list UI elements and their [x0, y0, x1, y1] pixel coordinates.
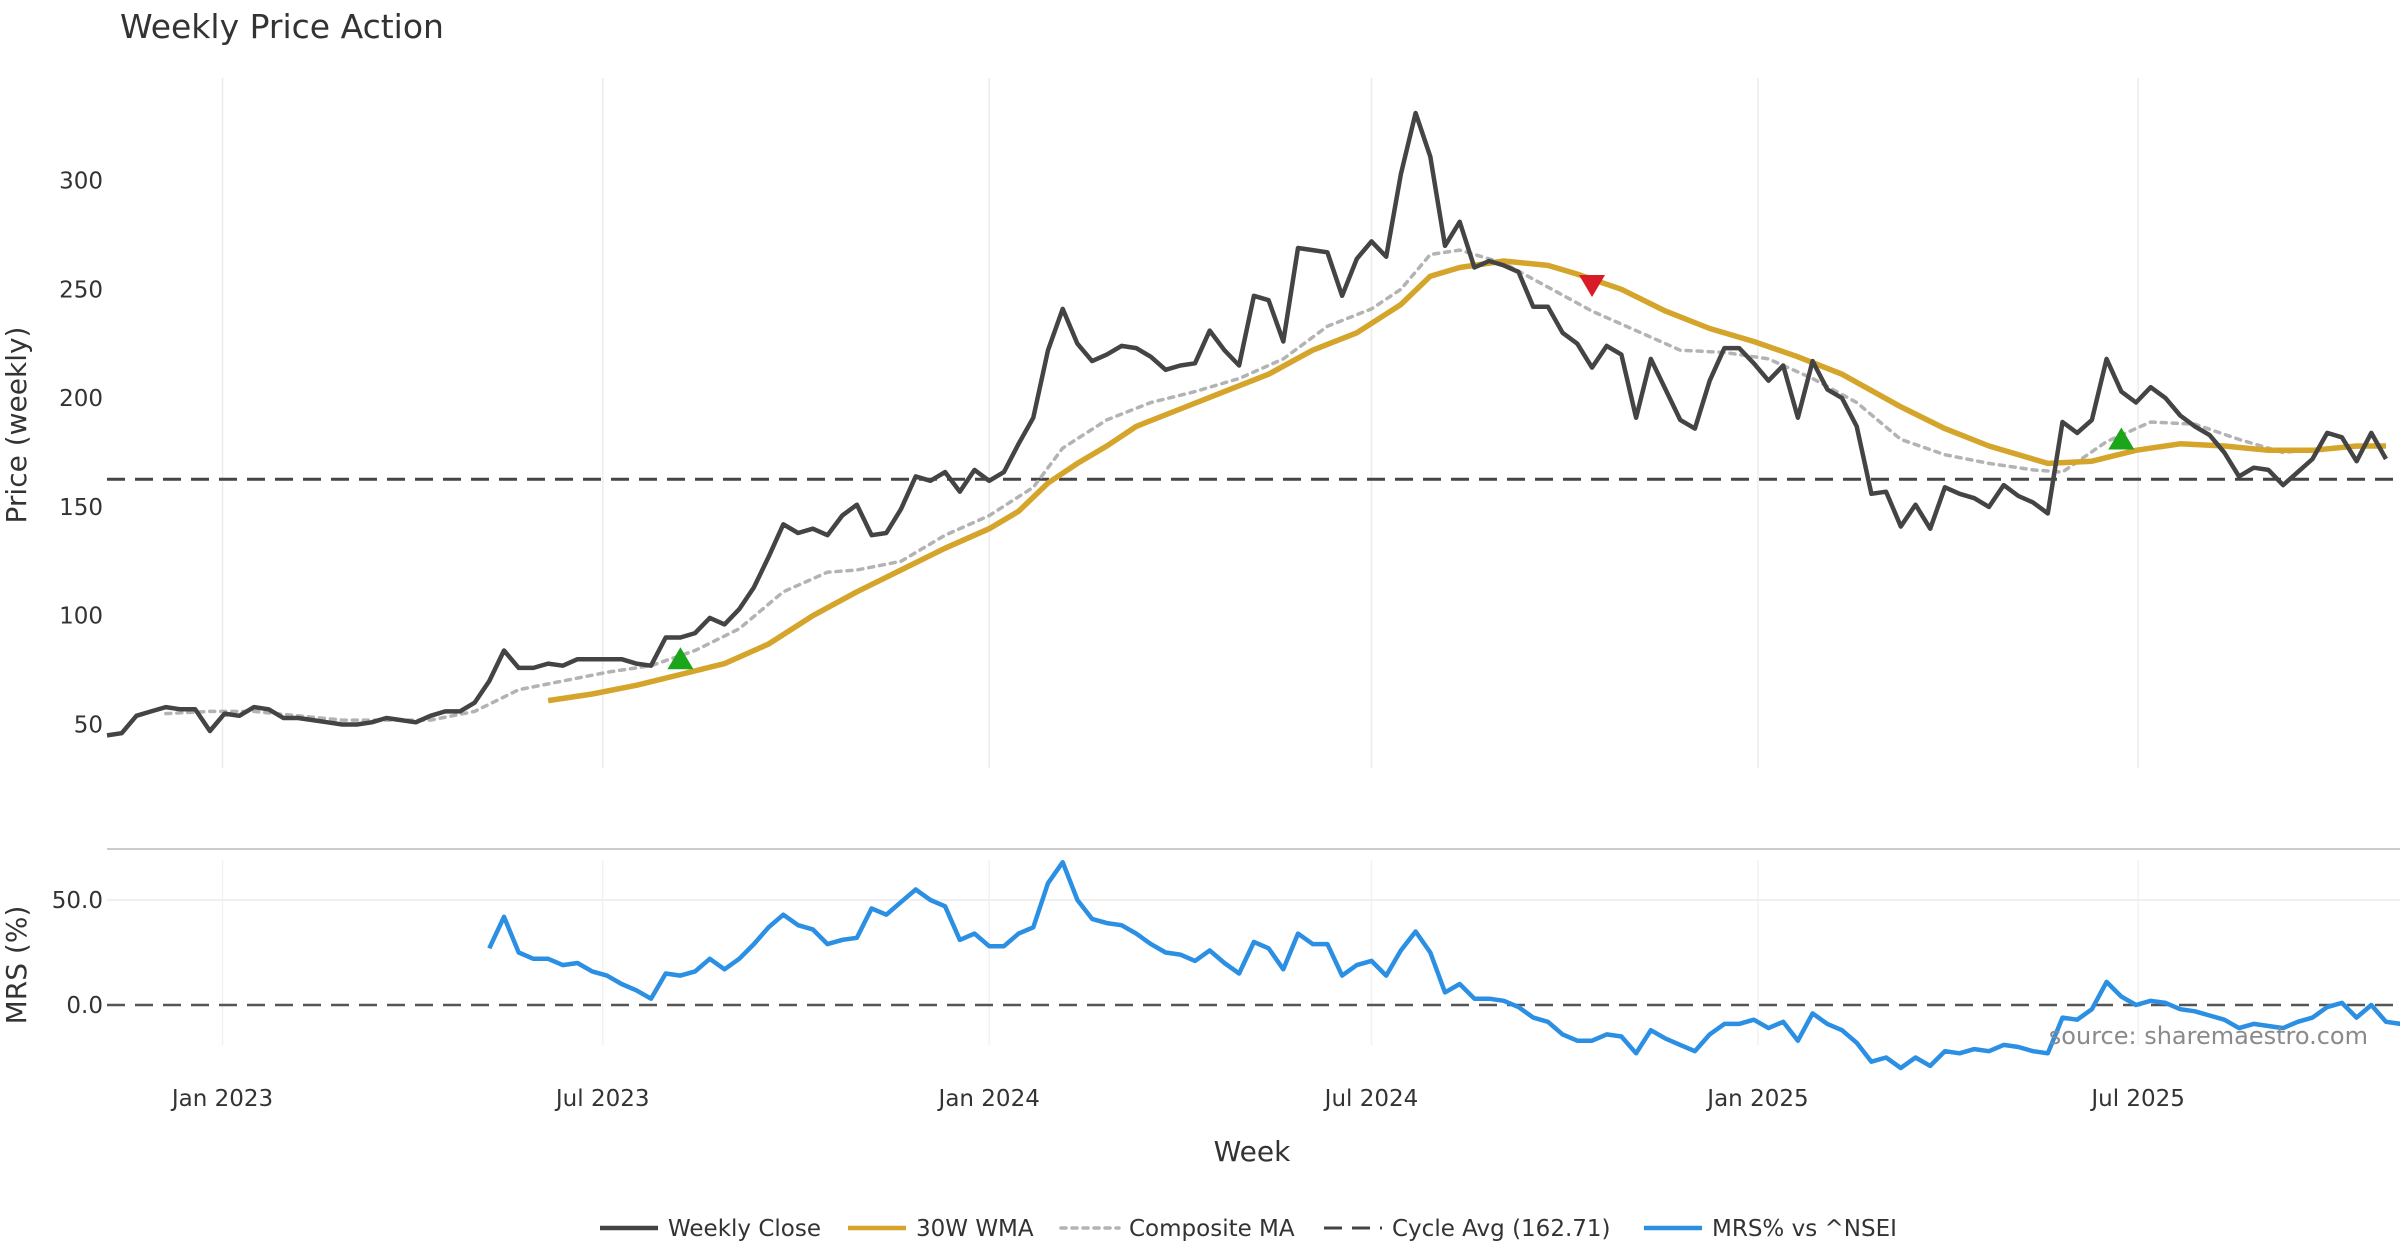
price-y-tick-label: 300 [59, 169, 103, 195]
x-tick-label: Jul 2024 [1323, 1086, 1419, 1112]
buy-signal-marker [2108, 427, 2135, 450]
mrs-panel: 50.0 0.0 MRS (%) source: sharemaestro.com [0, 859, 2400, 1071]
legend-entry: Cycle Avg (162.71) [1324, 1216, 1611, 1242]
price-y-ticks: 50 100 150 200 250 300 [59, 169, 103, 739]
legend-label: 30W WMA [916, 1216, 1034, 1242]
legend: Weekly Close 30W WMA Composite MA Cycle Avg… [600, 1216, 1897, 1242]
price-y-tick-label: 200 [59, 386, 103, 412]
legend-entry: MRS% vs ^NSEI [1644, 1216, 1897, 1242]
mrs-y-tick-label: 50.0 [52, 888, 103, 914]
mrs-y-axis-label: MRS (%) [0, 906, 33, 1025]
x-tick-label: Jan 2025 [1705, 1086, 1808, 1112]
x-axis-label: Week [1214, 1135, 1291, 1168]
x-tick-label: Jan 2023 [170, 1086, 273, 1112]
chart-title: Weekly Price Action [120, 7, 444, 46]
composite-ma-line [164, 248, 2388, 722]
legend-label: Composite MA [1129, 1216, 1295, 1242]
price-y-tick-label: 100 [59, 604, 103, 630]
weekly-close-line [106, 110, 2388, 738]
legend-entry: Composite MA [1059, 1216, 1295, 1242]
mrs-y-ticks: 50.0 0.0 [52, 888, 103, 1019]
x-tick-label: Jul 2023 [554, 1086, 650, 1112]
price-series [106, 110, 2388, 738]
mrs-gridlines [107, 860, 2400, 1045]
price-y-tick-label: 50 [74, 713, 103, 739]
legend-entry: 30W WMA [848, 1216, 1034, 1242]
mrs-series-line [487, 859, 2400, 1071]
mrs-y-tick-label: 0.0 [66, 993, 103, 1019]
30w-wma-line [547, 258, 2386, 704]
signal-markers [667, 274, 2135, 670]
legend-label: Cycle Avg (162.71) [1392, 1216, 1611, 1242]
price-panel: 50 100 150 200 250 300 Price (weekly) [0, 78, 2400, 768]
price-y-tick-label: 250 [59, 277, 103, 303]
source-note: source: sharemaestro.com [2049, 1022, 2368, 1050]
legend-label: Weekly Close [668, 1216, 821, 1242]
price-y-axis-label: Price (weekly) [0, 327, 33, 524]
x-axis-ticks: Jan 2023 Jul 2023 Jan 2024 Jul 2024 Jan 2025… [170, 1086, 2185, 1112]
legend-entry: Weekly Close [600, 1216, 821, 1242]
x-tick-label: Jul 2025 [2089, 1086, 2185, 1112]
legend-label: MRS% vs ^NSEI [1712, 1216, 1897, 1242]
x-tick-label: Jan 2024 [937, 1086, 1040, 1112]
buy-signal-marker [667, 647, 694, 670]
sell-signal-marker [1579, 274, 1606, 297]
price-gridlines [221, 78, 2139, 768]
price-y-tick-label: 150 [59, 495, 103, 521]
